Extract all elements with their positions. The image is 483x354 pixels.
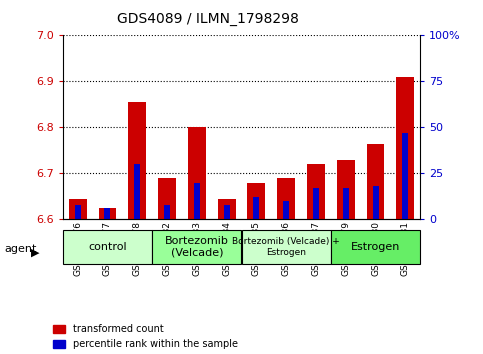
Bar xyxy=(307,164,325,219)
Text: ▶: ▶ xyxy=(31,248,40,258)
Bar xyxy=(283,201,289,219)
Bar xyxy=(152,230,242,264)
Bar xyxy=(158,178,176,219)
Bar xyxy=(337,160,355,219)
Bar xyxy=(277,178,295,219)
Bar xyxy=(128,102,146,219)
Text: control: control xyxy=(88,242,127,252)
Bar xyxy=(247,183,265,219)
Text: Bortezomib (Velcade) +
Estrogen: Bortezomib (Velcade) + Estrogen xyxy=(232,237,340,257)
Text: Estrogen: Estrogen xyxy=(351,242,400,252)
Bar xyxy=(313,188,319,219)
Bar xyxy=(104,209,111,219)
Bar xyxy=(242,230,331,264)
Bar xyxy=(69,199,86,219)
Bar xyxy=(63,230,152,264)
Bar xyxy=(372,186,379,219)
Bar xyxy=(367,144,384,219)
Bar xyxy=(254,198,259,219)
Bar xyxy=(224,205,229,219)
Text: GDS4089 / ILMN_1798298: GDS4089 / ILMN_1798298 xyxy=(117,12,298,27)
Text: agent: agent xyxy=(5,244,37,254)
Bar xyxy=(194,183,200,219)
Bar xyxy=(75,205,81,219)
Text: Bortezomib
(Velcade): Bortezomib (Velcade) xyxy=(165,236,229,258)
Bar xyxy=(99,208,116,219)
Bar xyxy=(331,230,420,264)
Legend: transformed count, percentile rank within the sample: transformed count, percentile rank withi… xyxy=(53,324,238,349)
Bar xyxy=(397,77,414,219)
Bar xyxy=(218,199,236,219)
Bar xyxy=(343,188,349,219)
Bar xyxy=(164,205,170,219)
Bar xyxy=(402,133,408,219)
Bar xyxy=(188,127,206,219)
Bar xyxy=(134,164,140,219)
